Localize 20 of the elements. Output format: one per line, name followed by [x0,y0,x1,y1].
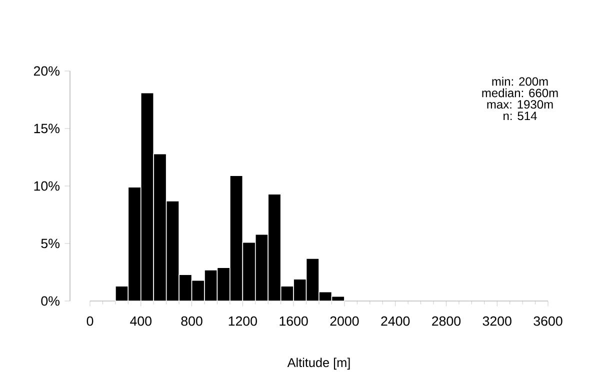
x-tick-label: 2400 [381,316,410,326]
y-tick-label: 10% [34,181,60,191]
x-tick-label: 400 [130,316,152,326]
y-tick-label: 5% [41,238,60,248]
x-tick-label: 3600 [534,316,562,326]
x-tick-label: 0 [86,316,94,326]
x-tick-label: 800 [181,316,202,326]
x-tick-label: 2000 [330,316,359,326]
x-tick-label: 1200 [228,316,257,326]
y-tick-label: 15% [34,124,60,134]
annotation: max: 1930m [487,100,553,109]
y-tick-label: 0% [41,296,60,306]
annotation: n: 514 [504,112,537,120]
annotation: min: 200m [492,76,548,86]
x-tick-label: 1600 [280,316,308,326]
x-tick-label: 3200 [482,316,512,326]
y-tick-label: 20% [34,66,60,76]
x-tick-label: 2800 [432,316,461,326]
annotation: median: 660m [482,88,558,98]
x-axis-title: Altitude [m] [287,358,350,370]
